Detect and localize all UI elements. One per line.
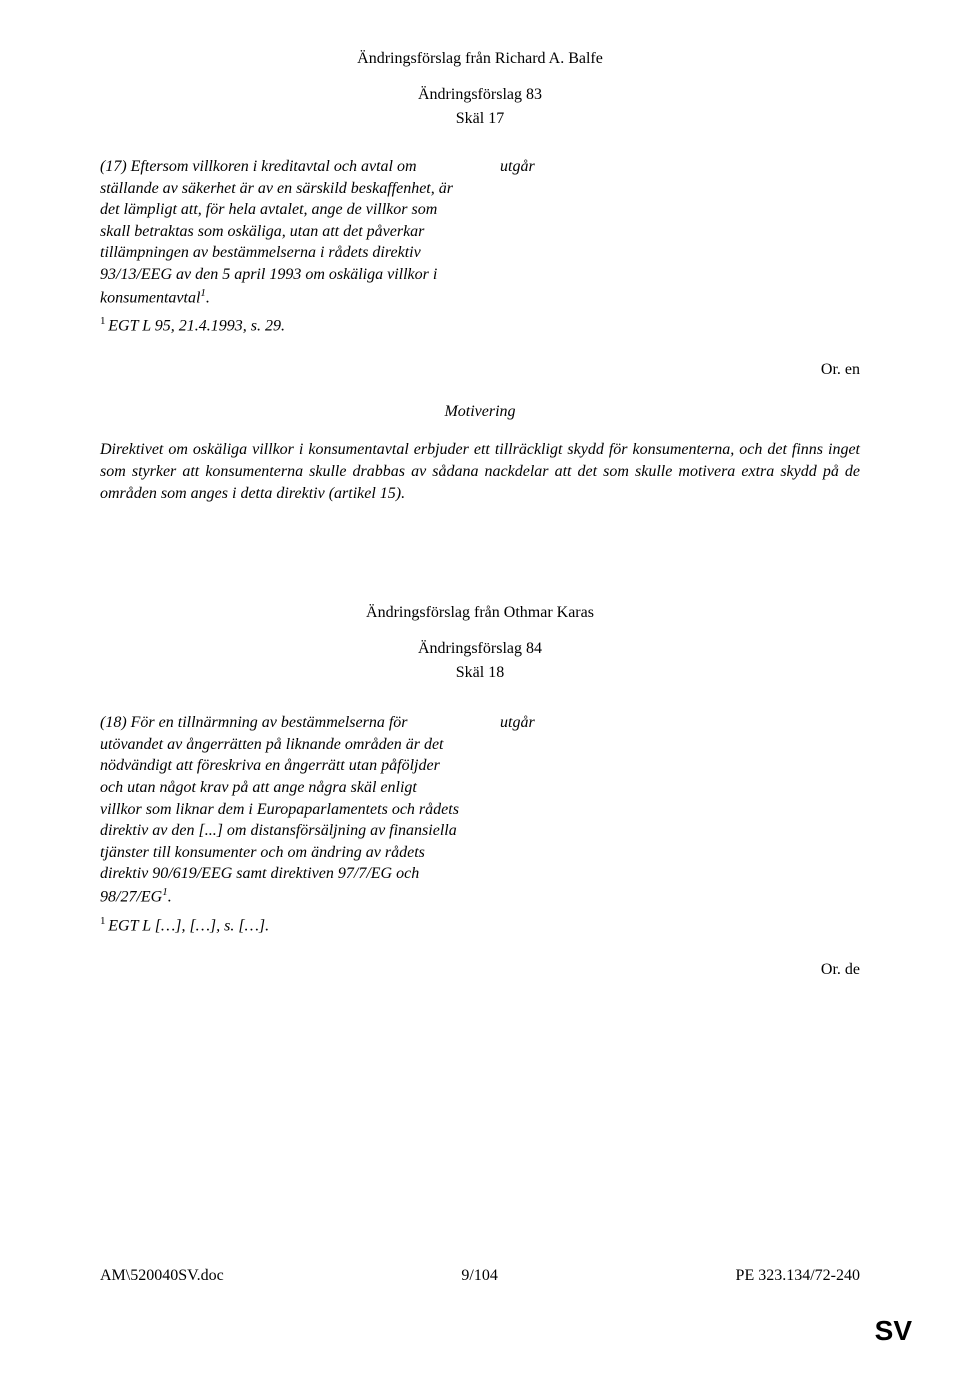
- amendment1-left-col: (17) Eftersom villkoren i kreditavtal oc…: [100, 156, 460, 337]
- footnote-text2: EGT L […], […], s. […].: [108, 917, 269, 934]
- amendment2-from: Ändringsförslag från Othmar Karas: [100, 604, 860, 622]
- amendment-from: Ändringsförslag från Richard A. Balfe: [100, 50, 860, 68]
- amendment1-columns: (17) Eftersom villkoren i kreditavtal oc…: [100, 156, 860, 337]
- page-footer: AM\520040SV.doc 9/104 PE 323.134/72-240: [100, 1267, 860, 1285]
- amendment2-number: Ändringsförslag 84: [100, 640, 860, 658]
- language-mark: SV: [875, 1315, 912, 1347]
- motivering-title: Motivering: [100, 403, 860, 421]
- amendment1-or: Or. en: [100, 361, 860, 379]
- amendment2-right-col: utgår: [500, 712, 860, 937]
- amendment2-left-text: (18) För en tillnärmning av bestämmelser…: [100, 714, 459, 905]
- footnote-sup: 1: [100, 315, 108, 327]
- motivering-body: Direktivet om oskäliga villkor i konsume…: [100, 439, 860, 504]
- footnote-sup2: 1: [100, 915, 108, 927]
- footer-center: 9/104: [461, 1267, 497, 1285]
- amendment1-footnote: 1 EGT L 95, 21.4.1993, s. 29.: [100, 314, 460, 337]
- amendment-skal: Skäl 17: [100, 110, 860, 128]
- amendment1-right-col: utgår: [500, 156, 860, 337]
- amendment1-right-text: utgår: [500, 158, 535, 175]
- footnote-text: EGT L 95, 21.4.1993, s. 29.: [108, 318, 285, 335]
- period2: .: [168, 888, 172, 905]
- footer-left: AM\520040SV.doc: [100, 1267, 224, 1285]
- amendment2-left-col: (18) För en tillnärmning av bestämmelser…: [100, 712, 460, 937]
- amendment2-right-text: utgår: [500, 714, 535, 731]
- amendment1-left-text: (17) Eftersom villkoren i kreditavtal oc…: [100, 158, 453, 306]
- amendment-number: Ändringsförslag 83: [100, 86, 860, 104]
- amendment2-skal: Skäl 18: [100, 664, 860, 682]
- period: .: [206, 289, 210, 306]
- amendment2-or: Or. de: [100, 961, 860, 979]
- amendment2-footnote: 1 EGT L […], […], s. […].: [100, 914, 460, 937]
- footer-right: PE 323.134/72-240: [736, 1267, 860, 1285]
- amendment2-columns: (18) För en tillnärmning av bestämmelser…: [100, 712, 860, 937]
